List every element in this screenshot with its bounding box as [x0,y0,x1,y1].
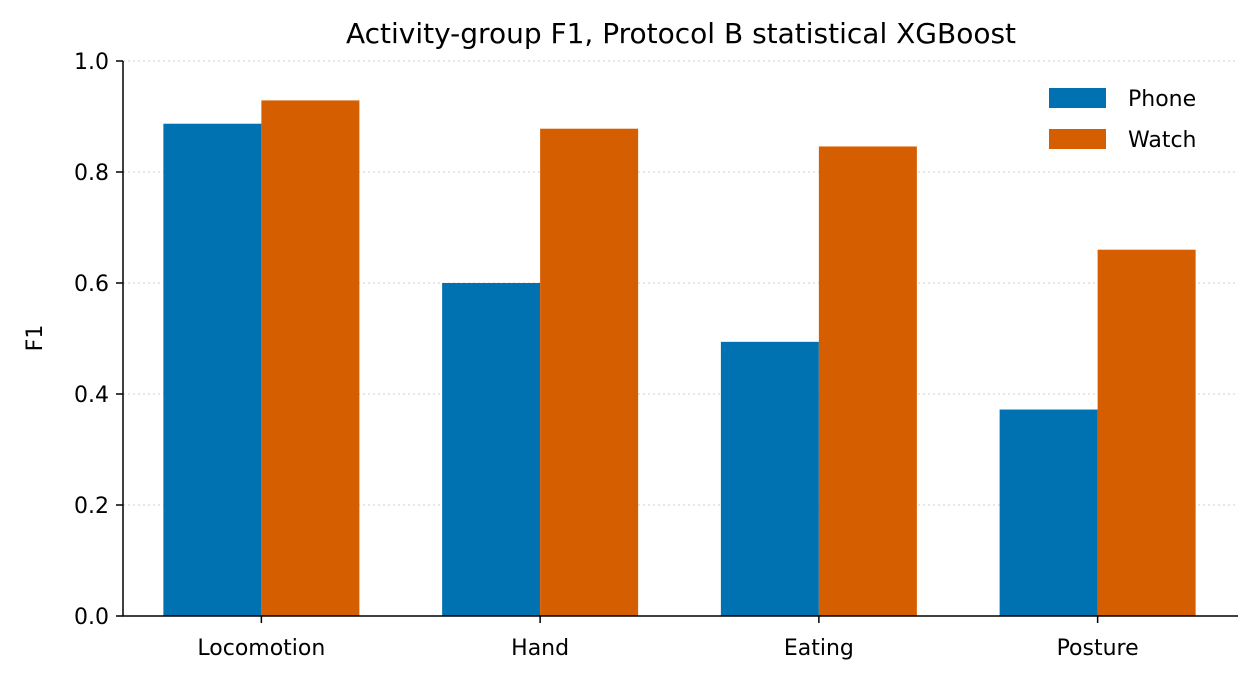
y-tick-label: 0.2 [74,494,109,519]
bar-phone-eating [720,341,819,616]
chart-title: Activity-group F1, Protocol B statistica… [346,17,1016,50]
bar-watch-hand [540,128,639,616]
legend: Phone Watch [1049,87,1197,153]
x-tick-label: Hand [511,636,569,661]
x-tick-label: Eating [784,636,854,661]
legend-label-watch: Watch [1128,128,1197,153]
bar-watch-eating [818,146,917,616]
legend-swatch-phone [1049,88,1106,108]
legend-swatch-watch [1049,129,1106,149]
bar-watch-locomotion [261,100,360,616]
bar-watch-posture [1097,249,1196,616]
axes: 0.0 0.2 0.4 0.6 0.8 1.0 Locomotion Hand Eating Po… [74,50,1238,661]
x-tick-label: Locomotion [197,636,325,661]
bar-phone-posture [999,409,1098,616]
y-tick-label: 0.0 [74,605,109,630]
y-tick-label: 1.0 [74,50,109,75]
bars [163,100,1196,616]
y-tick-label: 0.6 [74,272,109,297]
legend-label-phone: Phone [1128,87,1196,112]
bar-phone-locomotion [163,123,262,616]
bar-phone-hand [442,283,541,616]
y-axis-label: F1 [23,325,48,352]
axis-spines [122,61,1238,617]
y-tick-label: 0.4 [74,383,109,408]
y-tick-label: 0.8 [74,161,109,186]
x-tick-label: Posture [1057,636,1139,661]
